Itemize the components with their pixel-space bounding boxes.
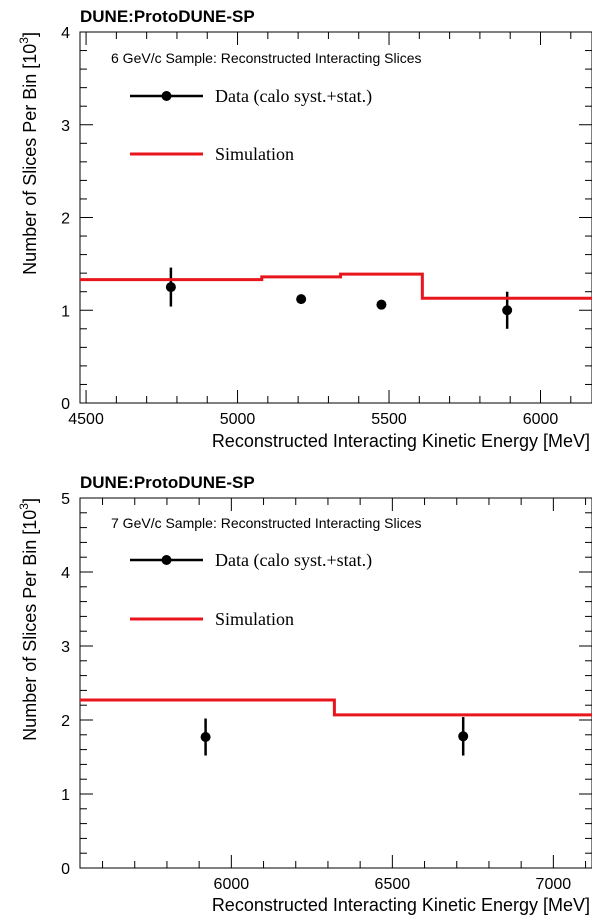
y-tick-label: 4	[61, 565, 70, 582]
y-tick-label: 2	[61, 713, 70, 730]
x-tick-label: 6500	[375, 876, 411, 893]
chart-panel-1: DUNE:ProtoDUNE-SP 4500 5000 5500 6000 0 1 2 3 4 Re…	[17, 7, 592, 451]
simulation-step-line	[80, 272, 592, 300]
legend-entry: Simulation	[130, 144, 294, 164]
legend-entry: Data (calo syst.+stat.)	[130, 86, 372, 107]
legend-label: Simulation	[215, 609, 294, 629]
simulation-step-line	[80, 698, 592, 717]
x-tick-label: 5000	[220, 411, 256, 428]
x-axis-title: Reconstructed Interacting Kinetic Energy…	[212, 895, 590, 915]
data-point	[502, 305, 513, 316]
data-point	[376, 299, 387, 310]
y-axis-title: Number of Slices Per Bin [103]	[17, 498, 40, 741]
x-tick-label: 4500	[68, 411, 104, 428]
plot-frame	[79, 497, 592, 869]
chart-title: DUNE:ProtoDUNE-SP	[80, 473, 255, 492]
data-point	[165, 282, 176, 293]
sample-label: 6 GeV/c Sample: Reconstructed Interactin…	[111, 50, 421, 66]
chart-panel-2: DUNE:ProtoDUNE-SP 6000 6500 7000 0 1 2 3 4 5 Recon…	[17, 473, 592, 915]
y-tick-label: 0	[61, 861, 70, 878]
x-axis-title: Reconstructed Interacting Kinetic Energy…	[212, 431, 590, 451]
data-point	[296, 294, 307, 305]
chart-title: DUNE:ProtoDUNE-SP	[80, 7, 255, 26]
y-tick-label: 2	[61, 211, 70, 228]
legend-data-marker	[161, 91, 172, 101]
x-tick-label: 6000	[214, 876, 250, 893]
y-tick-label: 0	[61, 396, 70, 413]
y-axis-title: Number of Slices Per Bin [103]	[17, 32, 40, 275]
y-tick-label: 3	[61, 118, 70, 135]
y-tick-label: 1	[61, 303, 70, 320]
legend-label: Data (calo syst.+stat.)	[215, 550, 372, 571]
legend-label: Simulation	[215, 144, 294, 164]
data-point	[200, 732, 211, 743]
legend-data-marker	[161, 555, 172, 565]
x-tick-label: 7000	[536, 876, 572, 893]
x-tick-label: 5500	[371, 411, 407, 428]
y-tick-label: 3	[61, 639, 70, 656]
legend-label: Data (calo syst.+stat.)	[215, 86, 372, 107]
y-tick-label: 5	[61, 491, 70, 508]
chart-panels: DUNE:ProtoDUNE-SP 4500 5000 5500 6000 0 1 2 3 4 Re…	[17, 7, 592, 915]
legend-entry: Simulation	[130, 609, 294, 629]
y-tick-label: 1	[61, 787, 70, 804]
sample-label: 7 GeV/c Sample: Reconstructed Interactin…	[111, 515, 421, 531]
x-tick-label: 6000	[523, 411, 559, 428]
y-tick-label: 4	[61, 25, 70, 42]
data-point	[458, 731, 469, 742]
legend-entry: Data (calo syst.+stat.)	[130, 550, 372, 571]
